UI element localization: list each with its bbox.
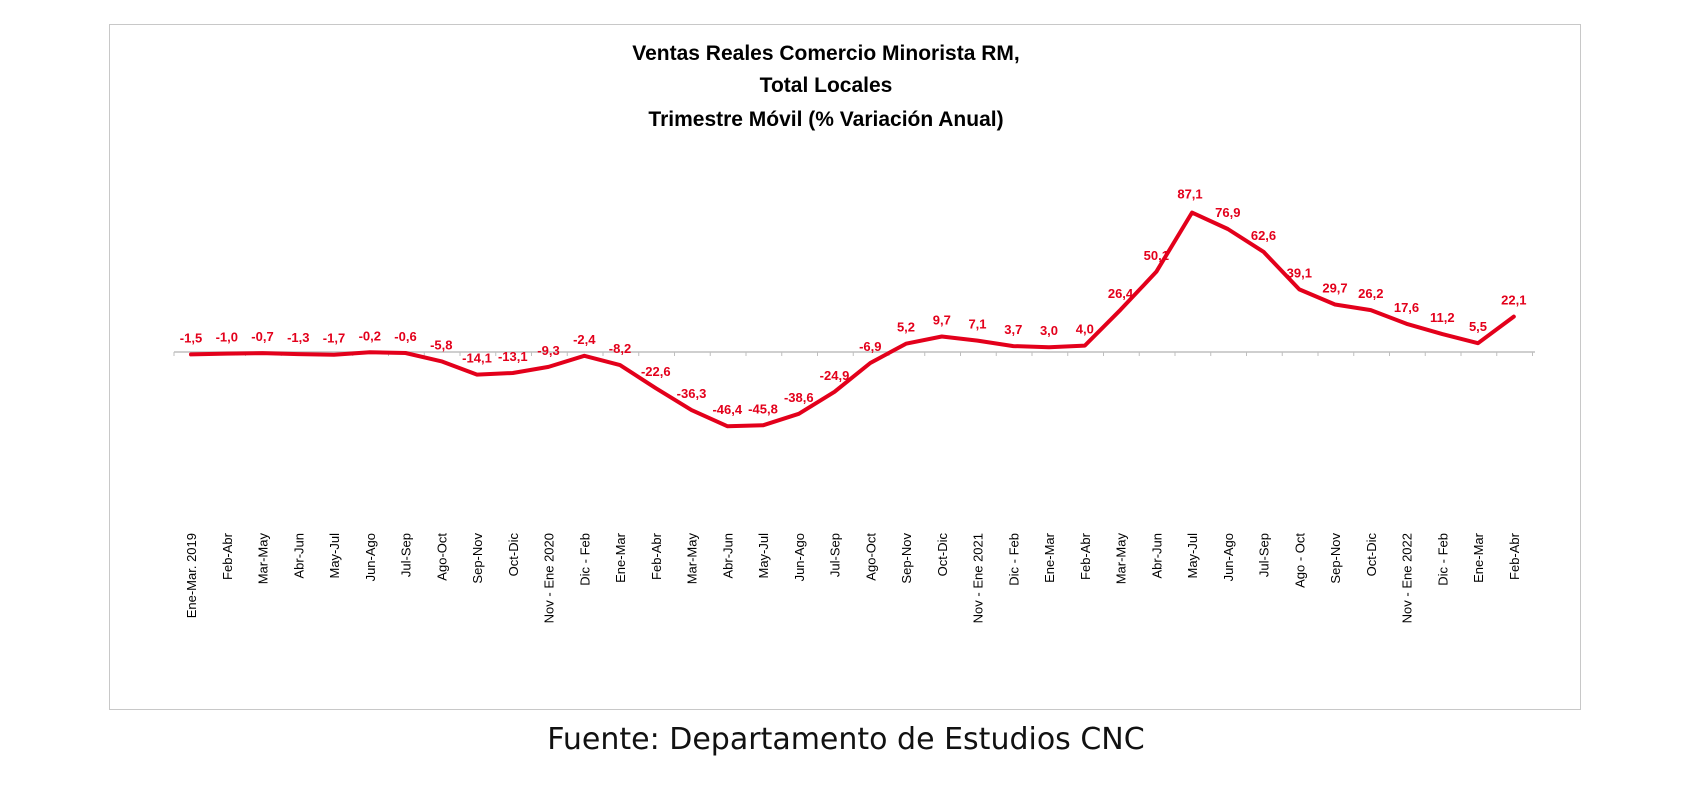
x-tick-label: Ago - Oct bbox=[1292, 533, 1307, 588]
data-label: -45,8 bbox=[748, 401, 778, 416]
x-tick-label: Jul-Sep bbox=[399, 533, 414, 577]
data-label: 4,0 bbox=[1076, 322, 1094, 337]
x-tick-label: Jun-Ago bbox=[363, 533, 378, 581]
data-label: 87,1 bbox=[1177, 187, 1202, 202]
data-label: -13,1 bbox=[498, 349, 528, 364]
data-label: 76,9 bbox=[1215, 205, 1240, 220]
x-tick-label: Jul-Sep bbox=[828, 533, 843, 577]
x-tick-label: Dic - Feb bbox=[1006, 533, 1021, 586]
x-tick-label: Mar-May bbox=[256, 533, 271, 585]
data-label: 9,7 bbox=[933, 313, 951, 328]
x-tick-label: Ago-Oct bbox=[434, 533, 449, 581]
x-tick-label: Mar-May bbox=[685, 533, 700, 585]
x-tick-label: Oct-Dic bbox=[506, 533, 521, 577]
x-tick-label: Sep-Nov bbox=[1328, 533, 1343, 584]
x-tick-label: Feb-Abr bbox=[1507, 532, 1522, 580]
data-label: -1,5 bbox=[180, 330, 202, 345]
x-tick-label: Abr-Jun bbox=[291, 533, 306, 579]
source-note: Fuente: Departamento de Estudios CNC bbox=[547, 722, 1145, 757]
data-label: -0,7 bbox=[251, 329, 273, 344]
data-label: 26,4 bbox=[1108, 286, 1134, 301]
x-tick-label: Ene-Mar bbox=[613, 532, 628, 583]
x-tick-label: Ago-Oct bbox=[863, 533, 878, 581]
x-tick-label: Oct-Dic bbox=[935, 533, 950, 577]
data-label: 26,2 bbox=[1358, 286, 1383, 301]
x-tick-label: Nov - Ene 2022 bbox=[1400, 533, 1415, 623]
data-label: -14,1 bbox=[462, 351, 492, 366]
x-tick-label: Sep-Nov bbox=[470, 533, 485, 584]
data-label: 22,1 bbox=[1501, 293, 1526, 308]
chart-title-line: Trimestre Móvil (% Variación Anual) bbox=[648, 108, 1003, 131]
data-label: -0,2 bbox=[359, 328, 381, 343]
x-tick-label: Jun-Ago bbox=[1221, 533, 1236, 581]
x-axis-labels: Ene-Mar. 2019 Feb-Abr Mar-May Abr-Jun May-Ju… bbox=[184, 532, 1522, 623]
data-label: -1,3 bbox=[287, 330, 309, 345]
data-label: -1,0 bbox=[216, 330, 238, 345]
data-label: -6,9 bbox=[859, 339, 881, 354]
data-label: 39,1 bbox=[1287, 265, 1312, 280]
x-tick-label: Abr-Jun bbox=[1149, 533, 1164, 579]
data-label: 29,7 bbox=[1322, 281, 1347, 296]
x-tick-label: Ene-Mar. 2019 bbox=[184, 533, 199, 618]
x-tick-label: Jul-Sep bbox=[1257, 533, 1272, 577]
x-tick-label: Abr-Jun bbox=[720, 533, 735, 579]
data-label: 7,1 bbox=[968, 317, 986, 332]
data-label: -38,6 bbox=[784, 390, 814, 405]
data-label: -5,8 bbox=[430, 337, 452, 352]
data-label: -1,7 bbox=[323, 331, 345, 346]
x-tick-label: Ene-Mar bbox=[1042, 532, 1057, 583]
x-tick-label: Feb-Abr bbox=[649, 532, 664, 580]
x-tick-label: May-Jul bbox=[327, 533, 342, 579]
x-tick-label: Feb-Abr bbox=[1078, 532, 1093, 580]
series-line bbox=[189, 210, 1516, 429]
x-tick-label: Feb-Abr bbox=[220, 532, 235, 580]
x-tick-label: Dic - Feb bbox=[1435, 533, 1450, 586]
x-tick-label: Mar-May bbox=[1114, 533, 1129, 585]
x-tick-label: May-Jul bbox=[1185, 533, 1200, 579]
chart-title-line: Ventas Reales Comercio Minorista RM, bbox=[632, 42, 1019, 65]
data-label: 50,1 bbox=[1144, 248, 1169, 263]
x-tick-label: Nov - Ene 2021 bbox=[971, 533, 986, 623]
x-tick-label: Dic - Feb bbox=[577, 533, 592, 586]
x-tick-label: Ene-Mar bbox=[1471, 532, 1486, 583]
data-label: -0,6 bbox=[394, 329, 416, 344]
x-tick-label: May-Jul bbox=[756, 533, 771, 579]
data-label: -46,4 bbox=[712, 402, 742, 417]
x-tick-label: Sep-Nov bbox=[899, 533, 914, 584]
chart-title-line: Total Locales bbox=[760, 74, 893, 97]
data-label: 3,0 bbox=[1040, 323, 1058, 338]
data-label: -9,3 bbox=[537, 343, 559, 358]
chart-frame bbox=[109, 24, 1581, 710]
data-label: -36,3 bbox=[677, 386, 707, 401]
data-label: -22,6 bbox=[641, 364, 671, 379]
data-label: 3,7 bbox=[1004, 322, 1022, 337]
data-label: 5,2 bbox=[897, 320, 915, 335]
x-tick-label: Oct-Dic bbox=[1364, 533, 1379, 577]
x-tick-label: Nov - Ene 2020 bbox=[542, 533, 557, 623]
data-label: 5,5 bbox=[1469, 319, 1487, 334]
x-tick-label: Jun-Ago bbox=[792, 533, 807, 581]
data-label: -8,2 bbox=[609, 341, 631, 356]
data-labels: -1,5 -1,0 -0,7 -1,3 -1,7 -0,2 -0,6 -5,8 -14,1 -13… bbox=[180, 187, 1527, 418]
data-label: 62,6 bbox=[1251, 228, 1276, 243]
chart-title: Ventas Reales Comercio Minorista RM, Tota… bbox=[632, 42, 1019, 131]
data-label: 17,6 bbox=[1394, 300, 1419, 315]
data-label: 11,2 bbox=[1430, 310, 1455, 325]
data-label: -2,4 bbox=[573, 332, 596, 347]
data-label: -24,9 bbox=[820, 368, 850, 383]
